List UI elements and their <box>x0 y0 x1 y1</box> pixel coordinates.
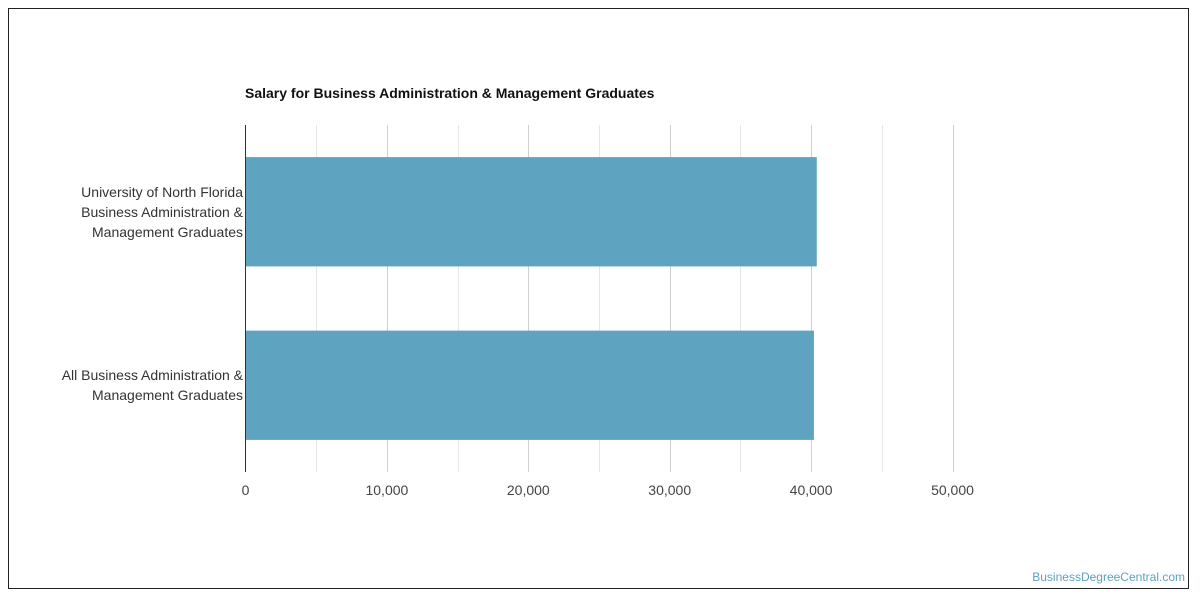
watermark-text[interactable]: BusinessDegreeCentral.com <box>1032 570 1185 584</box>
bar-1[interactable] <box>245 330 814 440</box>
x-tick-label: 0 <box>242 482 250 498</box>
chart-title: Salary for Business Administration & Man… <box>245 85 655 101</box>
category-label-line: Management Graduates <box>92 387 243 404</box>
category-label: All Business Administration & Management … <box>62 365 243 405</box>
bar-layer <box>245 157 817 440</box>
tick-layer: 0 10,000 20,000 30,000 40,000 50,000 <box>242 482 975 498</box>
x-tick-label: 20,000 <box>507 482 550 498</box>
category-label-line: University of North Florida <box>81 183 243 200</box>
category-label-line: Management Graduates <box>92 223 243 240</box>
x-tick-label: 30,000 <box>648 482 691 498</box>
category-label-line: Business Administration & <box>81 203 243 220</box>
x-tick-label: 40,000 <box>790 482 833 498</box>
x-tick-label: 50,000 <box>931 482 974 498</box>
category-label: University of North Florida Business Admi… <box>81 182 243 242</box>
chart-frame <box>8 8 1189 589</box>
x-tick-label: 10,000 <box>365 482 408 498</box>
bar-0[interactable] <box>245 157 817 267</box>
category-label-line: All Business Administration & <box>61 367 243 384</box>
